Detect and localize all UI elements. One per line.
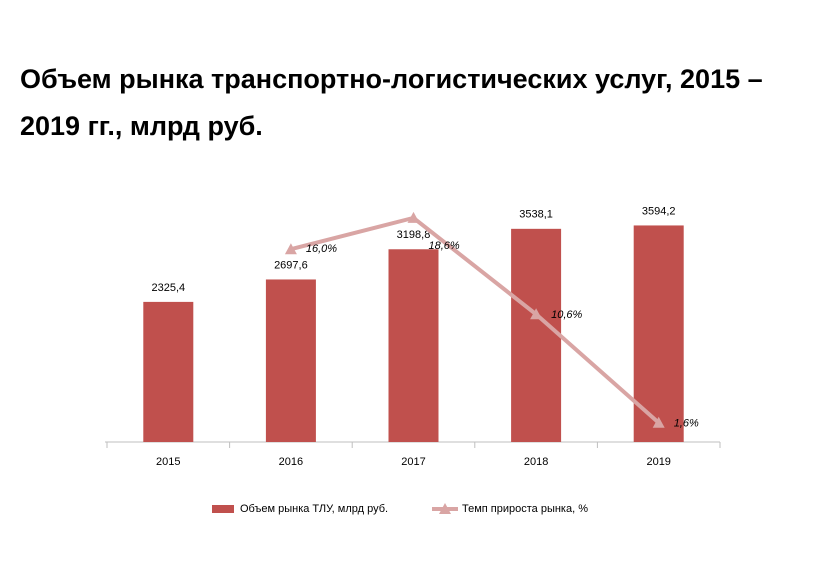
line	[290, 215, 661, 425]
line-value-label: 16,0%	[306, 243, 337, 255]
line-marker	[407, 211, 420, 223]
bar-value-label: 2697,6	[274, 259, 308, 271]
line-marker	[284, 243, 297, 255]
line-marker	[652, 416, 665, 428]
bar-value-label: 3538,1	[519, 209, 553, 221]
line-value-label: 10,6%	[551, 309, 582, 321]
line-value-label: 18,6%	[429, 240, 460, 252]
bar	[511, 228, 562, 442]
legend-swatch	[212, 505, 234, 513]
legend-marker	[439, 503, 451, 514]
bar-value-label: 3198,8	[397, 229, 431, 241]
legend-label: Темп прироста рынка, %	[462, 503, 588, 515]
legend-label: Объем рынка ТЛУ, млрд руб.	[240, 503, 388, 515]
chart-title: Объем рынка транспортно-логистических ус…	[20, 64, 763, 141]
bar-value-label: 3594,2	[642, 205, 676, 217]
x-tick-label: 2017	[401, 456, 425, 468]
bar	[143, 301, 194, 442]
x-tick-label: 2015	[156, 456, 180, 468]
x-tick-label: 2016	[279, 456, 303, 468]
x-tick-label: 2018	[524, 456, 548, 468]
line-marker	[530, 308, 543, 320]
bar	[265, 279, 316, 442]
line-value-label: 1,6%	[674, 418, 699, 430]
bar	[388, 249, 439, 442]
x-tick-label: 2019	[646, 456, 670, 468]
bar-value-label: 2325,4	[151, 282, 185, 294]
